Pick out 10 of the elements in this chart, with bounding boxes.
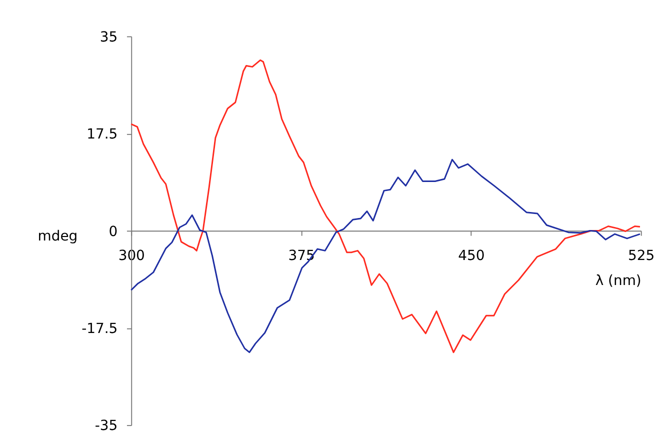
y-axis-title: mdeg <box>38 228 78 244</box>
x-tick-label: 525 <box>628 248 655 264</box>
x-tick-label: 300 <box>118 248 145 264</box>
y-tick-label: 17.5 <box>86 126 118 143</box>
y-tick-label: -17.5 <box>82 321 118 338</box>
x-axis-title: λ (nm) <box>595 273 642 290</box>
x-tick-label: 450 <box>458 248 485 264</box>
y-tick-label: -35 <box>94 418 118 434</box>
y-tick-label: 0 <box>108 224 118 240</box>
y-tick-label: 35 <box>100 29 118 46</box>
